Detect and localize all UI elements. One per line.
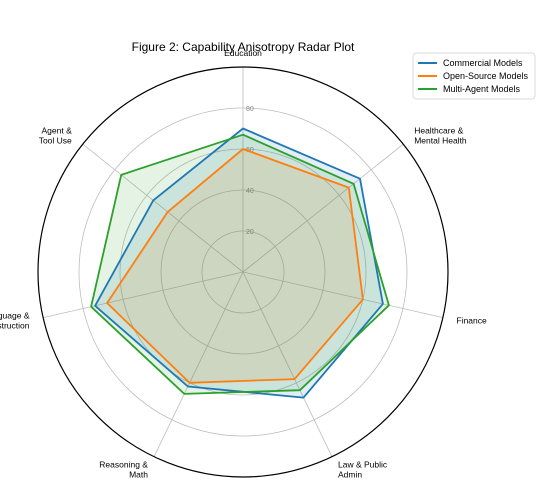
legend-label: Open-Source Models xyxy=(443,71,529,81)
axis-label: Education xyxy=(224,48,262,58)
axis-label: Finance xyxy=(457,316,488,326)
radial-tick-label: 20 xyxy=(246,229,254,236)
legend-label: Multi-Agent Models xyxy=(443,84,521,94)
grid-spoke xyxy=(82,143,244,273)
series-line xyxy=(90,133,390,395)
axis-label: Language &Instruction xyxy=(0,311,30,331)
grid-spoke xyxy=(242,271,333,457)
grid-spoke xyxy=(242,143,404,273)
series-fill xyxy=(107,149,363,383)
axis-label: Agent & Tool Use xyxy=(39,125,72,145)
series-fill xyxy=(91,134,389,394)
radial-tick-label: 60 xyxy=(246,147,254,154)
series-line xyxy=(106,148,364,384)
legend: Commercial Models Open-Source Models Multi… xyxy=(412,52,536,100)
grid-spoke xyxy=(153,271,244,457)
chart-title: Figure 2: Capability Anisotropy Radar Pl… xyxy=(132,40,355,54)
axis-label: Law & Public Admin xyxy=(338,459,388,479)
grid-spoke xyxy=(242,271,443,319)
series-layer xyxy=(90,127,390,399)
axis-label: Reasoning & Math xyxy=(99,459,148,479)
radial-tick-label: 80 xyxy=(246,106,254,113)
legend-label: Commercial Models xyxy=(443,58,523,68)
outer-frame xyxy=(37,66,449,478)
legend-box xyxy=(412,52,536,100)
grid-spoke xyxy=(43,271,244,319)
radial-tick-label: 40 xyxy=(246,188,254,195)
axis-label: Healthcare & Mental Health xyxy=(414,125,467,145)
series-fill xyxy=(95,128,383,398)
axis-labels: Education Healthcare & Mental Health Financ… xyxy=(0,48,487,479)
